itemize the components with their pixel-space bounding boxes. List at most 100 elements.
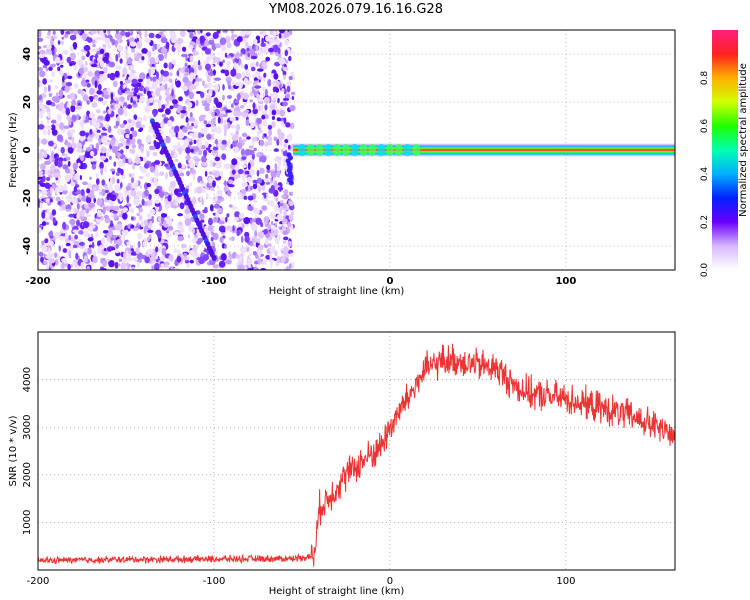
noise-blob xyxy=(143,219,148,227)
noise-blob xyxy=(88,202,96,208)
noise-blob xyxy=(204,141,209,148)
noise-blob xyxy=(115,54,119,62)
noise-blob xyxy=(273,148,280,152)
noise-blob xyxy=(70,235,74,242)
transition-spur xyxy=(285,152,294,186)
noise-blob xyxy=(175,80,181,88)
noise-blob xyxy=(38,67,43,72)
noise-blob xyxy=(150,66,156,75)
noise-blob xyxy=(114,70,120,78)
noise-blob xyxy=(138,208,143,213)
noise-blob xyxy=(210,231,214,236)
noise-blob xyxy=(285,59,289,64)
noise-blob xyxy=(215,43,222,49)
noise-blob xyxy=(49,198,53,203)
noise-blob xyxy=(78,67,85,75)
noise-blob xyxy=(174,128,177,134)
noise-blob xyxy=(182,126,188,133)
noise-blob xyxy=(186,121,190,130)
noise-blob xyxy=(77,162,81,167)
noise-blob xyxy=(206,133,212,140)
noise-blob xyxy=(140,124,146,128)
noise-blob xyxy=(162,153,165,158)
noise-blob xyxy=(51,63,56,68)
noise-blob xyxy=(54,258,59,266)
noise-blob xyxy=(152,76,157,82)
noise-blob xyxy=(104,214,109,219)
noise-blob xyxy=(42,175,46,183)
noise-blob xyxy=(147,248,153,255)
noise-blob xyxy=(57,160,63,168)
noise-blob xyxy=(42,64,48,69)
noise-blob xyxy=(129,148,136,155)
noise-blob xyxy=(254,260,259,265)
noise-blob xyxy=(189,32,194,39)
noise-blob xyxy=(157,54,164,61)
noise-blob xyxy=(278,33,282,39)
noise-blob xyxy=(142,241,147,247)
noise-blob xyxy=(129,72,136,77)
spectrogram-plot-area xyxy=(38,30,675,270)
snr-panel: -200 -100 0 100 1000 2000 3000 4000 Height of st… xyxy=(8,331,676,597)
noise-blob xyxy=(119,58,123,64)
noise-blob xyxy=(285,122,291,128)
noise-blob xyxy=(270,93,273,98)
noise-blob xyxy=(263,192,267,199)
noise-blob xyxy=(277,186,284,191)
noise-blob xyxy=(85,114,89,123)
noise-blob xyxy=(197,141,203,148)
noise-blob xyxy=(104,37,111,45)
noise-blob xyxy=(259,156,262,163)
noise-blob xyxy=(131,172,135,178)
noise-blob xyxy=(67,75,73,80)
noise-blob xyxy=(275,156,279,162)
noise-blob xyxy=(188,160,194,164)
noise-blob xyxy=(212,69,216,76)
signal-band xyxy=(293,143,675,157)
noise-blob xyxy=(272,225,276,231)
noise-blob xyxy=(82,94,89,102)
noise-blob xyxy=(119,137,125,143)
noise-blob xyxy=(54,186,60,195)
noise-blob xyxy=(86,37,93,43)
noise-blob xyxy=(105,151,110,158)
noise-blob xyxy=(250,186,253,191)
noise-blob xyxy=(276,166,281,172)
noise-blob xyxy=(195,210,201,215)
noise-blob xyxy=(281,195,287,198)
noise-blob xyxy=(91,241,95,249)
noise-blob xyxy=(291,96,295,100)
noise-blob xyxy=(101,132,108,136)
noise-blob xyxy=(128,252,131,261)
noise-blob xyxy=(115,65,122,70)
noise-blob xyxy=(125,185,132,191)
noise-blob xyxy=(241,71,245,80)
noise-blob xyxy=(96,178,100,186)
colorbar-tick-label: 0.6 xyxy=(700,119,710,134)
noise-blob xyxy=(118,96,125,102)
noise-blob xyxy=(38,37,44,42)
noise-blob xyxy=(119,149,124,155)
noise-blob xyxy=(98,186,103,193)
band-blob xyxy=(333,143,342,157)
noise-blob xyxy=(165,172,168,180)
noise-blob xyxy=(199,35,205,44)
noise-blob xyxy=(233,174,239,179)
noise-blob xyxy=(172,198,176,206)
noise-blob xyxy=(231,169,236,175)
noise-blob xyxy=(252,136,258,142)
noise-blob xyxy=(146,150,150,158)
noise-blob xyxy=(95,230,98,238)
noise-blob xyxy=(144,105,151,113)
noise-blob xyxy=(76,219,80,227)
noise-blob xyxy=(284,139,289,143)
noise-blob xyxy=(113,213,118,219)
noise-blob xyxy=(282,150,288,157)
noise-blob xyxy=(149,209,156,215)
noise-blob xyxy=(94,96,99,101)
noise-blob xyxy=(283,143,288,148)
noise-blob xyxy=(135,121,142,129)
noise-blob xyxy=(196,186,203,194)
noise-blob xyxy=(55,196,61,202)
noise-blob xyxy=(216,189,223,197)
